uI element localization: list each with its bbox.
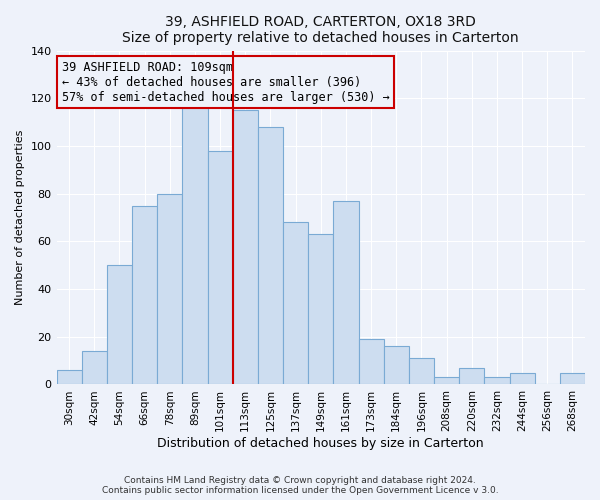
Bar <box>82 351 107 384</box>
Text: 39 ASHFIELD ROAD: 109sqm
← 43% of detached houses are smaller (396)
57% of semi-: 39 ASHFIELD ROAD: 109sqm ← 43% of detach… <box>62 60 389 104</box>
Bar <box>409 358 434 384</box>
Bar <box>107 265 132 384</box>
Bar <box>132 206 157 384</box>
Bar <box>308 234 334 384</box>
Bar <box>509 372 535 384</box>
Bar <box>459 368 484 384</box>
Bar <box>233 110 258 384</box>
Bar <box>208 150 233 384</box>
Bar <box>56 370 82 384</box>
Bar <box>484 378 509 384</box>
Bar <box>359 339 383 384</box>
Y-axis label: Number of detached properties: Number of detached properties <box>15 130 25 305</box>
Bar <box>182 103 208 384</box>
Bar <box>258 127 283 384</box>
Bar <box>383 346 409 385</box>
Bar <box>434 378 459 384</box>
Bar <box>283 222 308 384</box>
Text: Contains HM Land Registry data © Crown copyright and database right 2024.
Contai: Contains HM Land Registry data © Crown c… <box>101 476 499 495</box>
Title: 39, ASHFIELD ROAD, CARTERTON, OX18 3RD
Size of property relative to detached hou: 39, ASHFIELD ROAD, CARTERTON, OX18 3RD S… <box>122 15 519 45</box>
Bar <box>334 201 359 384</box>
Bar <box>560 372 585 384</box>
X-axis label: Distribution of detached houses by size in Carterton: Distribution of detached houses by size … <box>157 437 484 450</box>
Bar <box>157 194 182 384</box>
